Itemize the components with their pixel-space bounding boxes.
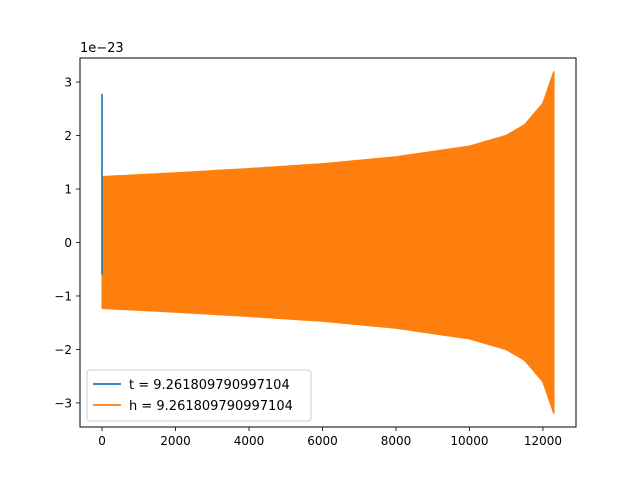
legend-label: t = 9.261809790997104 [129,378,290,393]
x-tick-label: 12000 [524,434,562,448]
y-tick-label: 2 [64,129,72,143]
axes: 0 2000 4000 6000 8000 10000 12000 −3 −2 −1 0 1 2 3 [54,57,577,448]
legend-box [86,369,312,422]
x-tick-label: 2000 [160,434,191,448]
y-offset-label: 1e−23 [80,41,124,56]
y-tick-label: −1 [54,289,72,303]
x-tick-label: 4000 [234,434,265,448]
legend: t = 9.261809790997104 h = 9.2618097909971… [86,369,312,422]
series-1-upper-envelope [102,71,555,178]
x-tick-label: 6000 [307,434,338,448]
x-tick-label: 0 [98,434,106,448]
y-tick-label: −2 [54,343,72,357]
x-tick-label: 8000 [381,434,412,448]
y-tick-label: 3 [64,76,72,90]
plot-area [101,71,555,414]
legend-label: h = 9.261809790997104 [129,399,293,414]
y-tick-label: −3 [54,396,72,410]
y-tick-label: 0 [64,236,72,250]
y-tick-label: 1 [64,183,72,197]
x-tick-label: 10000 [450,434,488,448]
series-1-lower-envelope [102,307,555,414]
